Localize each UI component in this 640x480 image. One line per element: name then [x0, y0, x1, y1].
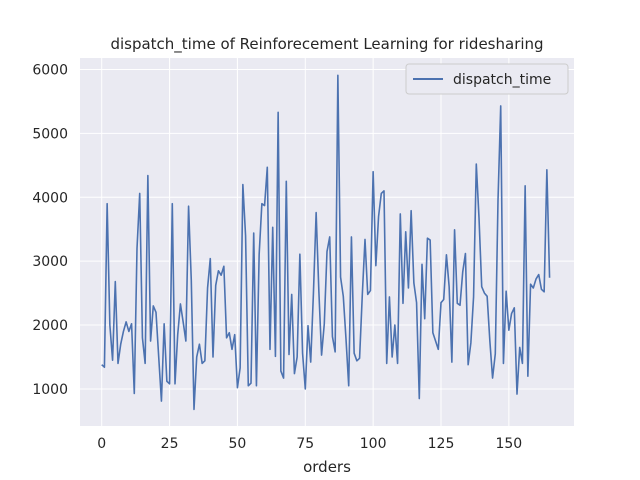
chart-title: dispatch_time of Reinforecement Learning…	[110, 35, 543, 54]
y-tick-label: 1000	[32, 382, 68, 398]
series-line-dispatch_time	[101, 74, 551, 411]
x-tick-label: 100	[360, 436, 387, 452]
x-tick-label: 150	[495, 436, 522, 452]
legend: dispatch_time	[405, 63, 569, 95]
tick-labels: 0 25 50 75 100 125 150 1000 2000 3000 4000 5000 6000	[32, 63, 522, 453]
legend-box	[405, 63, 569, 95]
y-tick-label: 6000	[32, 63, 68, 79]
y-tick-label: 4000	[32, 190, 68, 206]
y-tick-label: 3000	[32, 254, 68, 270]
x-tick-label: 50	[229, 436, 247, 452]
y-tick-label: 2000	[32, 318, 68, 334]
x-axis-label: orders	[303, 458, 351, 476]
x-tick-label: 75	[296, 436, 314, 452]
y-tick-label: 5000	[32, 126, 68, 142]
series-layer	[101, 74, 551, 411]
x-tick-label: 25	[161, 436, 179, 452]
grid	[80, 58, 574, 426]
x-tick-label: 0	[97, 436, 106, 452]
x-tick-label: 125	[428, 436, 455, 452]
legend-label: dispatch_time	[453, 72, 551, 88]
